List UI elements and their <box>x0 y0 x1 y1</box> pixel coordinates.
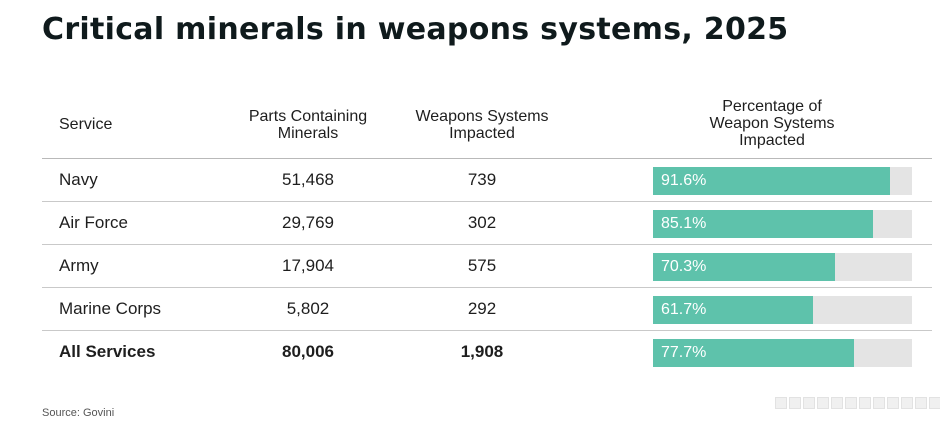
watermark-block <box>929 397 940 409</box>
parts-cell: 29,769 <box>282 213 334 232</box>
header-systems-line1: Weapons Systems <box>415 108 549 125</box>
bar-label: 70.3% <box>661 258 707 275</box>
header-parts-line2: Minerals <box>277 125 339 142</box>
bar-track: 91.6% <box>653 167 912 195</box>
header-service: Service <box>59 116 113 133</box>
bar-track: 85.1% <box>653 210 912 238</box>
minerals-table: Service Parts Containing Minerals Weapon… <box>42 92 932 373</box>
bar-army <box>653 253 836 281</box>
bar-all-services <box>653 339 855 367</box>
source-note: Source: Govini <box>42 407 115 419</box>
bar-marine-corps <box>653 296 813 324</box>
header-systems-line2: Impacted <box>449 125 515 142</box>
parts-cell: 51,468 <box>282 170 334 189</box>
bar-navy <box>653 167 891 195</box>
bar-air-force <box>653 210 874 238</box>
systems-cell: 1,908 <box>460 342 504 361</box>
watermark-block <box>803 397 815 409</box>
bar-track: 61.7% <box>653 296 912 324</box>
watermark-block <box>859 397 871 409</box>
systems-cell: 575 <box>467 256 497 275</box>
bar-track: 70.3% <box>653 253 912 281</box>
watermark-block <box>901 397 913 409</box>
service-cell: All Services <box>59 342 156 361</box>
table-row: Air Force 29,769 302 85.1% <box>42 202 932 245</box>
watermark-block <box>817 397 829 409</box>
systems-cell: 302 <box>467 213 497 232</box>
header-percentage: Percentage of Weapon Systems Impacted <box>682 98 862 149</box>
watermark-block <box>887 397 899 409</box>
systems-cell: 292 <box>467 299 497 318</box>
watermark-block <box>915 397 927 409</box>
header-parts-line1: Parts Containing <box>248 108 368 125</box>
parts-cell: 5,802 <box>286 299 330 318</box>
parts-cell: 80,006 <box>282 342 334 361</box>
table-row-total: All Services 80,006 1,908 77.7% <box>42 331 932 373</box>
bar-track: 77.7% <box>653 339 912 367</box>
service-cell: Army <box>59 256 99 275</box>
service-cell: Navy <box>59 170 98 189</box>
watermark-block <box>831 397 843 409</box>
bar-label: 77.7% <box>661 344 707 361</box>
table-header: Service Parts Containing Minerals Weapon… <box>42 92 932 159</box>
header-systems: Weapons Systems Impacted <box>392 108 572 142</box>
header-pct-line1: Percentage of <box>722 98 822 115</box>
bar-label: 61.7% <box>661 301 707 318</box>
watermark-block <box>775 397 787 409</box>
watermark-block <box>789 397 801 409</box>
systems-cell: 739 <box>467 170 497 189</box>
parts-cell: 17,904 <box>282 256 334 275</box>
bar-label: 91.6% <box>661 172 707 189</box>
header-parts: Parts Containing Minerals <box>218 108 398 142</box>
watermark-block <box>873 397 885 409</box>
bar-label: 85.1% <box>661 215 707 232</box>
table-row: Navy 51,468 739 91.6% <box>42 159 932 202</box>
table-row: Army 17,904 575 70.3% <box>42 245 932 288</box>
service-cell: Marine Corps <box>59 299 162 318</box>
table-row: Marine Corps 5,802 292 61.7% <box>42 288 932 331</box>
header-pct-line2: Weapon Systems <box>709 115 835 132</box>
header-pct-line3: Impacted <box>739 132 805 149</box>
service-cell: Air Force <box>59 213 128 232</box>
watermark <box>775 397 940 409</box>
chart-title: Critical minerals in weapons systems, 20… <box>42 12 789 47</box>
watermark-block <box>845 397 857 409</box>
